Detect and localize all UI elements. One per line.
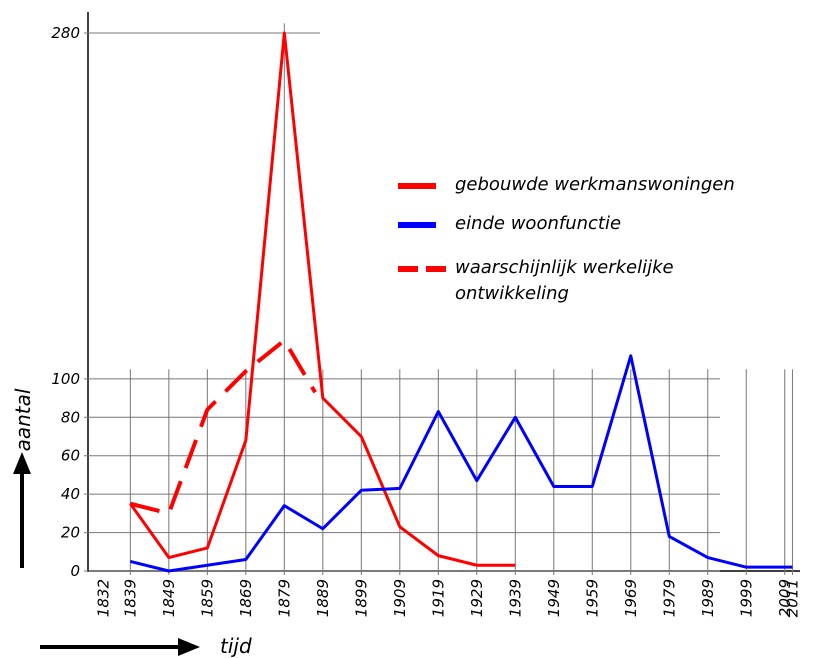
legend-label: gebouwde werkmanswoningen (455, 174, 735, 195)
y-tick-label: 80 (61, 408, 80, 426)
x-tick-label: 1849 (160, 579, 178, 617)
y-tick-label: 280 (51, 24, 80, 42)
series-line (129, 31, 516, 567)
legend-label: einde woonfunctie (455, 213, 622, 234)
y-tick-label: 40 (61, 485, 80, 503)
x-tick-label: 1999 (737, 579, 755, 617)
x-tick-label: 1859 (198, 579, 216, 617)
y-tick-label: 0 (70, 562, 80, 580)
x-tick-label: 1959 (583, 579, 601, 617)
y-tick-label: 60 (61, 447, 80, 465)
x-tick-label: 1979 (660, 579, 678, 617)
x-tick-label: 2011 (783, 579, 801, 617)
x-arrow-head (178, 638, 200, 656)
x-axis-label: tijd (220, 634, 252, 658)
series-line (129, 354, 793, 573)
x-tick-label: 1909 (391, 579, 409, 617)
x-tick-label: 1889 (314, 579, 332, 617)
x-tick-label: 1839 (121, 579, 139, 617)
x-tick-label: 1869 (237, 579, 255, 617)
x-tick-label: 2009 (776, 579, 794, 617)
y-tick-label: 100 (51, 370, 80, 388)
legend-label: waarschijnlijk werkelijke ontwikkeling (455, 257, 674, 304)
x-tick-label: 1989 (699, 579, 717, 617)
x-tick-label: 1879 (275, 579, 293, 617)
y-tick-label: 20 (61, 524, 80, 542)
x-tick-label: 1969 (622, 579, 640, 617)
x-tick-label: 1899 (352, 579, 370, 617)
x-tick-label: 1939 (506, 579, 524, 617)
series-line (129, 338, 317, 516)
x-tick-label: 1949 (545, 579, 563, 617)
x-tick-label: 1929 (468, 579, 486, 617)
x-tick-label: 1919 (429, 579, 447, 617)
x-tick-label: 1832 (94, 579, 112, 617)
y-arrow-head (13, 452, 31, 474)
y-axis-label: aantal (11, 388, 35, 451)
